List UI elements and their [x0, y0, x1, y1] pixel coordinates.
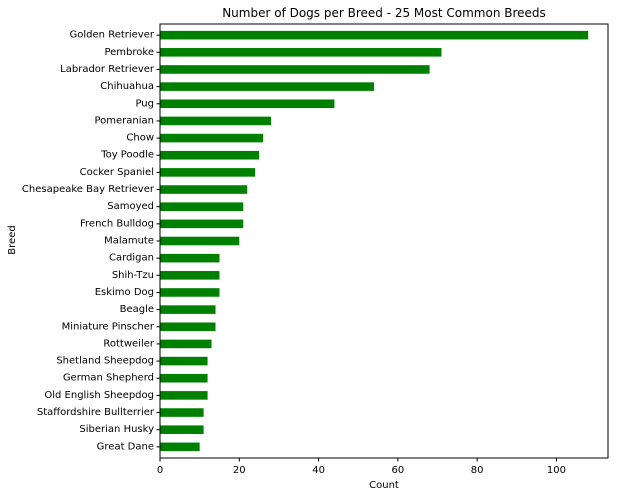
y-tick-label: Miniature Pinscher	[62, 321, 155, 332]
bar	[160, 150, 260, 160]
bar	[160, 305, 216, 314]
y-tick-label: Samoyed	[107, 201, 154, 212]
x-axis-ticks: 0 20 40 60 80 100	[157, 458, 566, 476]
x-tick-label: 0	[157, 465, 163, 476]
bar	[160, 253, 220, 263]
y-tick-label: Old English Sheepdog	[44, 390, 154, 401]
y-tick-label: Labrador Retriever	[60, 64, 155, 75]
bar	[160, 168, 256, 177]
y-tick-label: Cardigan	[109, 253, 154, 264]
bar	[160, 373, 208, 383]
chart-title: Number of Dogs per Breed - 25 Most Commo…	[222, 6, 546, 20]
y-tick-label: Siberian Husky	[79, 424, 154, 435]
x-tick-label: 80	[471, 465, 484, 476]
x-tick-label: 100	[547, 465, 566, 476]
y-tick-label: Rottweiler	[103, 338, 154, 349]
bar	[160, 202, 244, 211]
y-axis-label: Breed	[7, 225, 18, 254]
bar	[160, 391, 208, 400]
y-tick-label: Staffordshire Bullterrier	[37, 407, 155, 418]
y-tick-label: Chow	[126, 133, 154, 144]
bar	[160, 425, 204, 434]
y-tick-label: Chesapeake Bay Retriever	[22, 184, 155, 195]
bar	[160, 219, 244, 229]
x-tick-label: 60	[392, 465, 405, 476]
y-tick-label: Shetland Sheepdog	[56, 356, 154, 367]
y-axis-ticks: Golden Retriever Pembroke Labrador Retriev…	[22, 30, 160, 452]
y-tick-label: German Shepherd	[63, 373, 154, 384]
bar	[160, 116, 272, 126]
bars-layer	[160, 30, 589, 452]
bar	[160, 185, 248, 194]
bar	[160, 82, 375, 91]
y-tick-label: Malamute	[104, 236, 154, 247]
y-tick-label: Shih-Tzu	[112, 270, 154, 281]
bar	[160, 65, 430, 74]
y-tick-label: Chihuahua	[100, 81, 154, 92]
y-tick-label: Beagle	[120, 304, 154, 315]
x-axis-label: Count	[369, 480, 399, 491]
bar	[160, 99, 335, 109]
bar	[160, 271, 220, 280]
bar	[160, 442, 200, 452]
bar	[160, 30, 589, 40]
bar	[160, 408, 204, 417]
bar	[160, 356, 208, 366]
bar	[160, 288, 220, 297]
y-tick-label: Pomeranian	[94, 115, 154, 126]
y-tick-label: Pug	[135, 98, 154, 109]
y-tick-label: Toy Poodle	[100, 150, 154, 161]
bar	[160, 48, 442, 57]
bar	[160, 133, 264, 143]
plot-frame	[159, 23, 609, 459]
y-tick-label: Great Dane	[97, 441, 154, 452]
y-tick-label: Eskimo Dog	[95, 287, 154, 298]
y-tick-label: Pembroke	[104, 47, 154, 58]
bar	[160, 236, 240, 246]
y-tick-label: Cocker Spaniel	[80, 167, 154, 178]
bar	[160, 322, 216, 332]
y-tick-label: Golden Retriever	[70, 30, 155, 41]
x-tick-label: 40	[312, 465, 325, 476]
x-tick-label: 20	[233, 465, 246, 476]
bar	[160, 339, 212, 349]
y-tick-label: French Bulldog	[80, 218, 154, 229]
